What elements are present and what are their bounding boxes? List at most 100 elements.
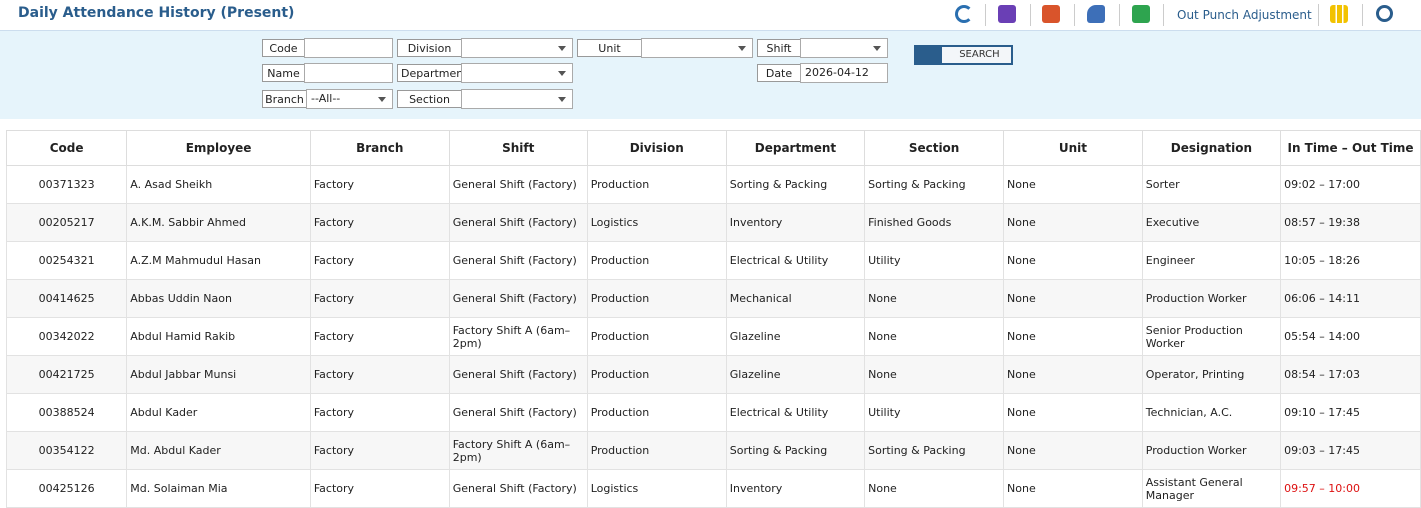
department-select[interactable] [461, 63, 573, 83]
table-cell: Production [586, 279, 727, 318]
table-cell: 09:10 – 17:45 [1280, 393, 1421, 432]
report-icon[interactable] [998, 5, 1016, 23]
name-input[interactable] [304, 63, 393, 83]
branch-select[interactable]: --All-- [306, 89, 393, 109]
filter-label: Name [262, 64, 305, 82]
date-input[interactable]: 2026-04-12 [800, 63, 888, 83]
filter-label: Branch [262, 90, 307, 108]
out-punch-link[interactable]: Out Punch Adjustment [1177, 8, 1312, 22]
exit-icon[interactable] [1132, 5, 1150, 23]
table-cell: Md. Solaiman Mia [126, 469, 311, 508]
table-cell: General Shift (Factory) [448, 355, 588, 394]
table-row[interactable]: 00414625 Abbas Uddin Naon Factory General S… [5, 279, 1421, 318]
table-row[interactable]: 00354122 Md. Abdul Kader Factory Factory Sh… [5, 431, 1421, 470]
table-cell: Operator, Printing [1141, 355, 1282, 394]
table-cell: 00205217 [5, 203, 128, 242]
table-cell: 00371323 [5, 165, 128, 204]
separator [1318, 4, 1319, 26]
table-cell: Finished Goods [864, 203, 1005, 242]
table-cell: Inventory [725, 203, 866, 242]
table-cell: Electrical & Utility [725, 393, 866, 432]
export-icon[interactable] [1042, 5, 1060, 23]
table-cell: Production [586, 241, 727, 280]
table-row[interactable]: 00421725 Abdul Jabbar Munsi Factory General… [5, 355, 1421, 394]
table-cell: Production [586, 165, 727, 204]
column-header[interactable]: In Time – Out Time [1280, 130, 1421, 166]
refresh-icon[interactable] [955, 5, 973, 23]
table-cell: General Shift (Factory) [448, 469, 588, 508]
table-cell: 09:03 – 17:45 [1280, 431, 1421, 470]
table-cell: General Shift (Factory) [448, 279, 588, 318]
filter-label: Date [757, 64, 801, 82]
page: Daily Attendance History (Present) Out P… [0, 4, 1421, 508]
table-cell: Production [586, 317, 727, 356]
table-cell: Abdul Hamid Rakib [126, 317, 311, 356]
table-row[interactable]: 00371323 A. Asad Sheikh Factory General Shi… [5, 165, 1421, 204]
shift-select[interactable] [800, 38, 888, 58]
column-header[interactable]: Division [586, 130, 727, 166]
table-cell: None [864, 317, 1005, 356]
column-header[interactable]: Employee [126, 130, 311, 166]
table-cell: Mechanical [725, 279, 866, 318]
table-cell: Factory [309, 355, 450, 394]
table-cell: 00342022 [5, 317, 128, 356]
column-header[interactable]: Code [5, 130, 128, 166]
table-cell: A. Asad Sheikh [126, 165, 311, 204]
table-row[interactable]: 00342022 Abdul Hamid Rakib Factory Factory … [5, 317, 1421, 356]
table-cell: 09:02 – 17:00 [1280, 165, 1421, 204]
column-header[interactable]: Unit [1003, 130, 1143, 166]
column-header[interactable]: Designation [1141, 130, 1282, 166]
section-select[interactable] [461, 89, 573, 109]
table-cell: Factory [309, 469, 450, 508]
table-row[interactable]: 00425126 Md. Solaiman Mia Factory General S… [5, 469, 1421, 508]
table-cell: A.Z.M Mahmudul Hasan [126, 241, 311, 280]
table-cell: Logistics [586, 203, 727, 242]
table-cell: None [1003, 241, 1143, 280]
table-cell: Sorting & Packing [864, 431, 1005, 470]
table-cell: None [1003, 431, 1143, 470]
division-select[interactable] [461, 38, 573, 58]
table-cell: 08:57 – 19:38 [1280, 203, 1421, 242]
table-cell: Md. Abdul Kader [126, 431, 311, 470]
table-cell: None [864, 279, 1005, 318]
user-icon[interactable] [1087, 5, 1105, 23]
table-cell: Senior Production Worker [1141, 317, 1282, 356]
table-row[interactable]: 00388524 Abdul Kader Factory General Shift … [5, 393, 1421, 432]
column-header[interactable]: Branch [309, 130, 450, 166]
table-cell: Utility [864, 241, 1005, 280]
filter-label: Code [262, 39, 305, 57]
separator [1163, 4, 1164, 26]
table-cell: Abdul Kader [126, 393, 311, 432]
table-cell: Logistics [586, 469, 727, 508]
page-title: Daily Attendance History (Present) [18, 5, 295, 21]
table-cell: Sorting & Packing [725, 165, 866, 204]
column-header[interactable]: Section [864, 130, 1005, 166]
search-icon[interactable] [1376, 5, 1393, 22]
table-cell: Production [586, 355, 727, 394]
table-cell: None [864, 469, 1005, 508]
search-button[interactable]: SEARCH [914, 45, 1013, 65]
table-row[interactable]: 00205217 A.K.M. Sabbir Ahmed Factory Genera… [5, 203, 1421, 242]
table-cell: None [864, 355, 1005, 394]
unit-select[interactable] [641, 38, 753, 58]
column-header[interactable]: Department [725, 130, 866, 166]
column-header[interactable]: Shift [448, 130, 588, 166]
table-cell: None [1003, 165, 1143, 204]
code-input[interactable] [304, 38, 393, 58]
table-row[interactable]: 00254321 A.Z.M Mahmudul Hasan Factory Gener… [5, 241, 1421, 280]
table-cell: None [1003, 317, 1143, 356]
table-cell: Production Worker [1141, 279, 1282, 318]
filter-label: Division [397, 39, 462, 57]
chart-icon[interactable] [1330, 5, 1348, 23]
table-cell: Factory [309, 431, 450, 470]
separator [985, 4, 986, 26]
table-cell: Sorting & Packing [725, 431, 866, 470]
table-cell: 00354122 [5, 431, 128, 470]
table-cell: Engineer [1141, 241, 1282, 280]
table-cell: 10:05 – 18:26 [1280, 241, 1421, 280]
table-cell: Factory [309, 317, 450, 356]
table-cell: 00254321 [5, 241, 128, 280]
table-cell: Production [586, 431, 727, 470]
filter-label: Section [397, 90, 462, 108]
table-cell: 08:54 – 17:03 [1280, 355, 1421, 394]
